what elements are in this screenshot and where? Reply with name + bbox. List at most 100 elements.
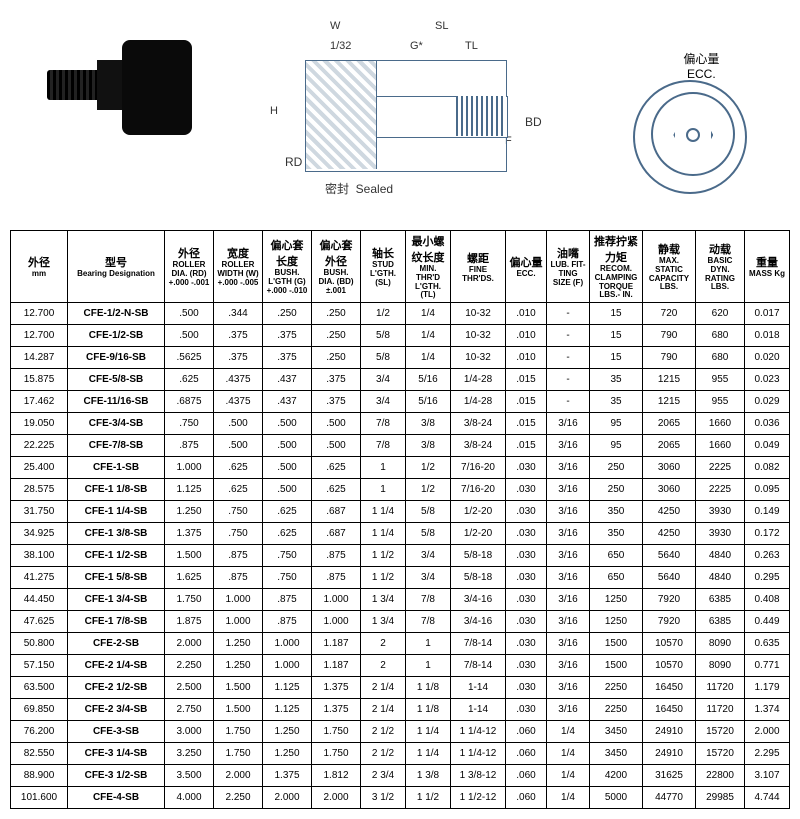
table-cell: 1.750 (165, 589, 214, 611)
table-cell: 350 (590, 523, 643, 545)
table-cell: 1250 (590, 589, 643, 611)
table-cell: .375 (312, 369, 361, 391)
table-cell: 5/8-18 (451, 567, 506, 589)
table-cell: 1215 (643, 391, 696, 413)
table-cell: .500 (214, 413, 263, 435)
table-cell: .030 (506, 501, 547, 523)
table-row: 17.462CFE-11/16-SB.6875.4375.437.3753/45… (11, 391, 790, 413)
table-cell: .010 (506, 303, 547, 325)
table-cell: 5/8 (361, 325, 406, 347)
table-cell: 3/16 (547, 677, 590, 699)
table-cell: CFE-3 1/4-SB (68, 743, 165, 765)
table-cell: 2 1/2 (361, 721, 406, 743)
table-cell: 1 1/4-12 (451, 721, 506, 743)
table-cell: .060 (506, 721, 547, 743)
cross-section-diagram: W SL 1/32 G* TL H RD F BD 密封 Sealed (270, 20, 570, 200)
table-cell: 15 (590, 347, 643, 369)
table-cell: 4.000 (165, 787, 214, 809)
table-cell: 1.625 (165, 567, 214, 589)
table-cell: CFE-1 1/4-SB (68, 501, 165, 523)
table-cell: CFE-9/16-SB (68, 347, 165, 369)
table-row: 28.575CFE-1 1/8-SB1.125.625.500.62511/27… (11, 479, 790, 501)
table-cell: 82.550 (11, 743, 68, 765)
table-cell: .030 (506, 589, 547, 611)
table-cell: 3/16 (547, 413, 590, 435)
table-cell: .750 (263, 567, 312, 589)
table-header-row: 外径mm型号Bearing Designation外径ROLLER DIA. (… (11, 231, 790, 303)
table-cell: 16450 (643, 677, 696, 699)
table-row: 38.100CFE-1 1/2-SB1.500.875.750.8751 1/2… (11, 545, 790, 567)
table-cell: 1250 (590, 611, 643, 633)
table-cell: 3/16 (547, 633, 590, 655)
table-cell: 350 (590, 501, 643, 523)
table-cell: 3/4 (406, 567, 451, 589)
table-cell: 7/8 (361, 413, 406, 435)
table-cell: 22.225 (11, 435, 68, 457)
table-row: 25.400CFE-1-SB1.000.625.500.62511/27/16-… (11, 457, 790, 479)
table-cell: 1.375 (263, 765, 312, 787)
table-cell: 31.750 (11, 501, 68, 523)
table-cell: .5625 (165, 347, 214, 369)
table-cell: 0.263 (745, 545, 790, 567)
table-cell: 15720 (696, 743, 745, 765)
table-cell: 24910 (643, 743, 696, 765)
table-cell: .375 (263, 325, 312, 347)
table-cell: 11720 (696, 699, 745, 721)
table-row: 82.550CFE-3 1/4-SB3.2501.7501.2501.7502 … (11, 743, 790, 765)
table-cell: CFE-2 1/2-SB (68, 677, 165, 699)
table-cell: 1/2-20 (451, 501, 506, 523)
table-row: 101.600CFE-4-SB4.0002.2502.0002.0003 1/2… (11, 787, 790, 809)
table-cell: .500 (165, 303, 214, 325)
table-cell: .687 (312, 523, 361, 545)
table-cell: 3/16 (547, 545, 590, 567)
table-cell: 1.375 (165, 523, 214, 545)
table-cell: 1.750 (214, 721, 263, 743)
col-header: 油嘴LUB. FIT- TING SIZE (F) (547, 231, 590, 303)
table-cell: 1-14 (451, 677, 506, 699)
table-cell: 4.744 (745, 787, 790, 809)
table-cell: CFE-3/4-SB (68, 413, 165, 435)
table-cell: CFE-1 5/8-SB (68, 567, 165, 589)
col-header: 动载BASIC DYN. RATING LBS. (696, 231, 745, 303)
table-cell: 1 1/2 (361, 545, 406, 567)
table-cell: 25.400 (11, 457, 68, 479)
table-cell: .437 (263, 391, 312, 413)
dim-132-label: 1/32 (330, 40, 351, 52)
table-cell: .030 (506, 457, 547, 479)
table-cell: CFE-2 3/4-SB (68, 699, 165, 721)
table-cell: 1.000 (263, 633, 312, 655)
table-cell: CFE-1 3/8-SB (68, 523, 165, 545)
table-cell: 1 3/4 (361, 589, 406, 611)
table-cell: 3450 (590, 721, 643, 743)
table-cell: 650 (590, 545, 643, 567)
table-cell: .750 (263, 545, 312, 567)
table-cell: 0.095 (745, 479, 790, 501)
table-cell: 2.750 (165, 699, 214, 721)
table-cell: .625 (165, 369, 214, 391)
table-cell: 3.000 (165, 721, 214, 743)
table-cell: 28.575 (11, 479, 68, 501)
col-header: 静载MAX. STATIC CAPACITY LBS. (643, 231, 696, 303)
table-cell: 7920 (643, 589, 696, 611)
table-cell: 7/8 (361, 435, 406, 457)
table-cell: 1.125 (165, 479, 214, 501)
table-cell: 50.800 (11, 633, 68, 655)
table-cell: .375 (214, 347, 263, 369)
table-cell: 680 (696, 347, 745, 369)
table-cell: - (547, 391, 590, 413)
table-cell: 3450 (590, 743, 643, 765)
table-body: 12.700CFE-1/2-N-SB.500.344.250.2501/21/4… (11, 303, 790, 809)
dim-bd-label: BD (525, 115, 542, 129)
table-cell: .500 (263, 435, 312, 457)
sealed-label: 密封 Sealed (325, 180, 393, 197)
table-cell: 1.000 (312, 589, 361, 611)
table-cell: 0.295 (745, 567, 790, 589)
table-cell: .060 (506, 765, 547, 787)
table-cell: 1660 (696, 413, 745, 435)
table-cell: 3/16 (547, 567, 590, 589)
table-cell: 2 (361, 655, 406, 677)
col-header: 轴长STUD L'GTH. (SL) (361, 231, 406, 303)
table-cell: 1/4 (547, 743, 590, 765)
table-cell: .500 (312, 435, 361, 457)
table-cell: .875 (263, 611, 312, 633)
